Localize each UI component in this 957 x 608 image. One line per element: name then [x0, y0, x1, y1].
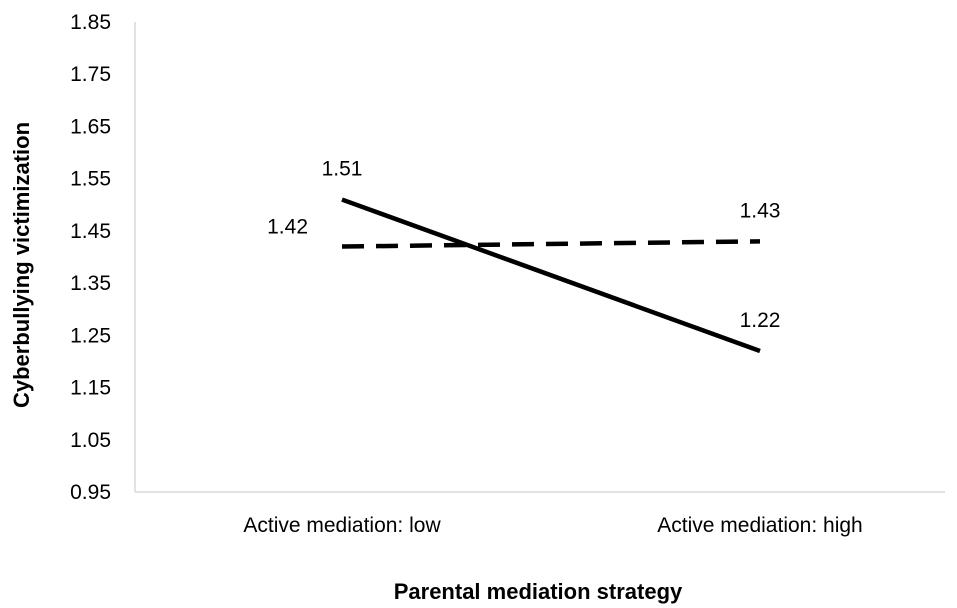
y-tick-label: 1.85	[70, 11, 111, 34]
y-tick-label: 1.15	[70, 377, 111, 400]
x-tick-label: Active mediation: low	[243, 514, 441, 537]
x-axis-title: Parental mediation strategy	[394, 579, 683, 604]
series-group	[341, 197, 761, 354]
y-tick-label: 1.75	[70, 63, 111, 86]
y-axis-ticks: 0.95 1.05 1.15 1.25 1.35 1.45 1.55 1.65 1.75 1.85	[70, 11, 111, 504]
x-tick-label: Active mediation: high	[657, 514, 862, 537]
y-tick-label: 1.65	[70, 115, 111, 138]
y-tick-label: 1.25	[70, 324, 111, 347]
y-tick-label: 1.55	[70, 168, 111, 191]
data-labels: 1.51 1.22 1.42 1.43	[267, 158, 780, 332]
data-label: 1.42	[267, 216, 308, 239]
data-label: 1.22	[740, 309, 781, 332]
data-label: 1.51	[322, 158, 363, 181]
y-axis-title: Cyberbullying victimization	[9, 122, 34, 408]
series-line-solid	[341, 197, 761, 354]
x-axis-ticks: Active mediation: low Active mediation: h…	[243, 514, 862, 537]
data-label: 1.43	[740, 199, 781, 222]
series-line-dashed	[341, 239, 761, 249]
y-tick-label: 1.35	[70, 272, 111, 295]
y-tick-label: 1.05	[70, 429, 111, 452]
y-tick-label: 1.45	[70, 220, 111, 243]
y-tick-label: 0.95	[70, 481, 111, 504]
